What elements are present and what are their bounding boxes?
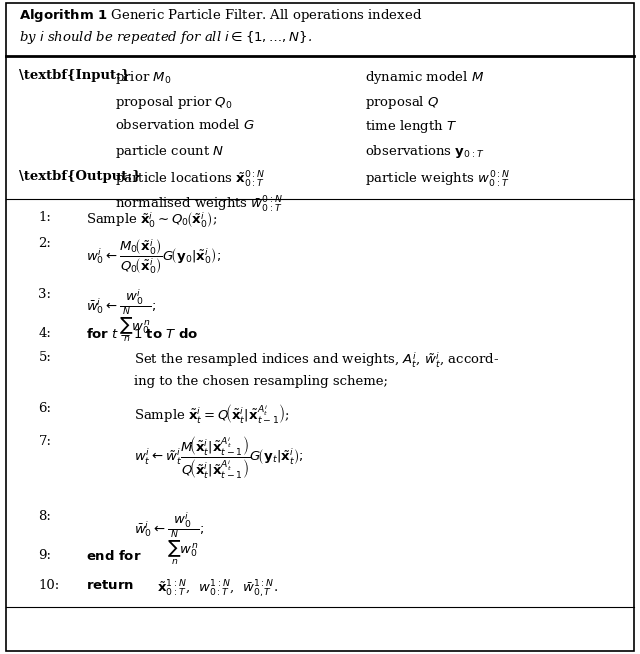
Text: $w_t^i \leftarrow \tilde{w}_t^i \dfrac{M\!\left(\tilde{\mathbf{x}}_t^i|\tilde{\m: $w_t^i \leftarrow \tilde{w}_t^i \dfrac{M… <box>134 435 304 481</box>
Text: proposal $Q$: proposal $Q$ <box>365 94 439 111</box>
Text: 8:: 8: <box>38 510 51 523</box>
Text: 6:: 6: <box>38 402 51 415</box>
Text: proposal prior $Q_0$: proposal prior $Q_0$ <box>115 94 233 111</box>
Text: $w_0^i \leftarrow \dfrac{M_0\!\left(\tilde{\mathbf{x}}_0^i\right)}{Q_0\!\left(\t: $w_0^i \leftarrow \dfrac{M_0\!\left(\til… <box>86 237 221 276</box>
Text: 1:: 1: <box>38 211 51 224</box>
Text: $\tilde{\mathbf{x}}_{0:T}^{1:N}$,  $w_{0:T}^{1:N}$,  $\bar{w}_{0,T}^{1:N}$.: $\tilde{\mathbf{x}}_{0:T}^{1:N}$, $w_{0:… <box>157 579 278 600</box>
Text: prior $M_0$: prior $M_0$ <box>115 69 172 86</box>
Text: ing to the chosen resampling scheme;: ing to the chosen resampling scheme; <box>134 375 388 388</box>
Text: \textbf{Output:}: \textbf{Output:} <box>19 170 141 183</box>
Text: 3:: 3: <box>38 288 51 301</box>
Text: $\bf{Algorithm\ 1}$ Generic Particle Filter. All operations indexed: $\bf{Algorithm\ 1}$ Generic Particle Fil… <box>19 7 422 24</box>
Text: observation model $G$: observation model $G$ <box>115 118 255 132</box>
Text: Sample $\tilde{\mathbf{x}}_0^i \sim Q_0\!\left(\tilde{\mathbf{x}}_0^i\right)$;: Sample $\tilde{\mathbf{x}}_0^i \sim Q_0\… <box>86 211 218 230</box>
Text: normalised weights $\bar{w}_{0:T}^{0:N}$: normalised weights $\bar{w}_{0:T}^{0:N}$ <box>115 195 284 215</box>
Text: by $i$ should be repeated for all $i \in \{1, \ldots, N\}$.: by $i$ should be repeated for all $i \in… <box>19 29 312 46</box>
Text: 5:: 5: <box>38 351 51 364</box>
Text: observations $\mathbf{y}_{0:T}$: observations $\mathbf{y}_{0:T}$ <box>365 143 484 160</box>
Text: 2:: 2: <box>38 237 51 250</box>
Text: 4:: 4: <box>38 327 51 340</box>
Text: Sample $\tilde{\mathbf{x}}_t^i = Q\!\left(\tilde{\mathbf{x}}_t^i|\tilde{\mathbf{: Sample $\tilde{\mathbf{x}}_t^i = Q\!\lef… <box>134 402 290 425</box>
FancyBboxPatch shape <box>6 3 634 651</box>
Text: 9:: 9: <box>38 549 51 562</box>
Text: 10:: 10: <box>38 579 60 592</box>
Text: $\mathbf{end\ for}$: $\mathbf{end\ for}$ <box>86 549 142 563</box>
Text: $\mathbf{for}\ t = 1\ \mathbf{to}\ T\ \mathbf{do}$: $\mathbf{for}\ t = 1\ \mathbf{to}\ T\ \m… <box>86 327 198 341</box>
Text: $\bar{w}_0^i \leftarrow \dfrac{w_0^i}{\sum_n^N w_0^n};$: $\bar{w}_0^i \leftarrow \dfrac{w_0^i}{\s… <box>86 288 156 345</box>
Text: Set the resampled indices and weights, $A_t^i$, $\tilde{w}_t^i$, accord-: Set the resampled indices and weights, $… <box>134 351 500 370</box>
Text: particle count $N$: particle count $N$ <box>115 143 225 160</box>
Text: time length $T$: time length $T$ <box>365 118 457 135</box>
Text: $\bar{w}_0^i \leftarrow \dfrac{w_0^i}{\sum_n^N w_0^n};$: $\bar{w}_0^i \leftarrow \dfrac{w_0^i}{\s… <box>134 510 204 567</box>
Text: $\mathbf{return}$: $\mathbf{return}$ <box>86 579 134 592</box>
Text: particle locations $\tilde{\mathbf{x}}_{0:T}^{0:N}$: particle locations $\tilde{\mathbf{x}}_{… <box>115 170 266 190</box>
Text: particle weights $w_{0:T}^{0:N}$: particle weights $w_{0:T}^{0:N}$ <box>365 170 510 190</box>
Text: dynamic model $M$: dynamic model $M$ <box>365 69 484 86</box>
Text: 7:: 7: <box>38 435 51 448</box>
Text: \textbf{Input:}: \textbf{Input:} <box>19 69 130 82</box>
